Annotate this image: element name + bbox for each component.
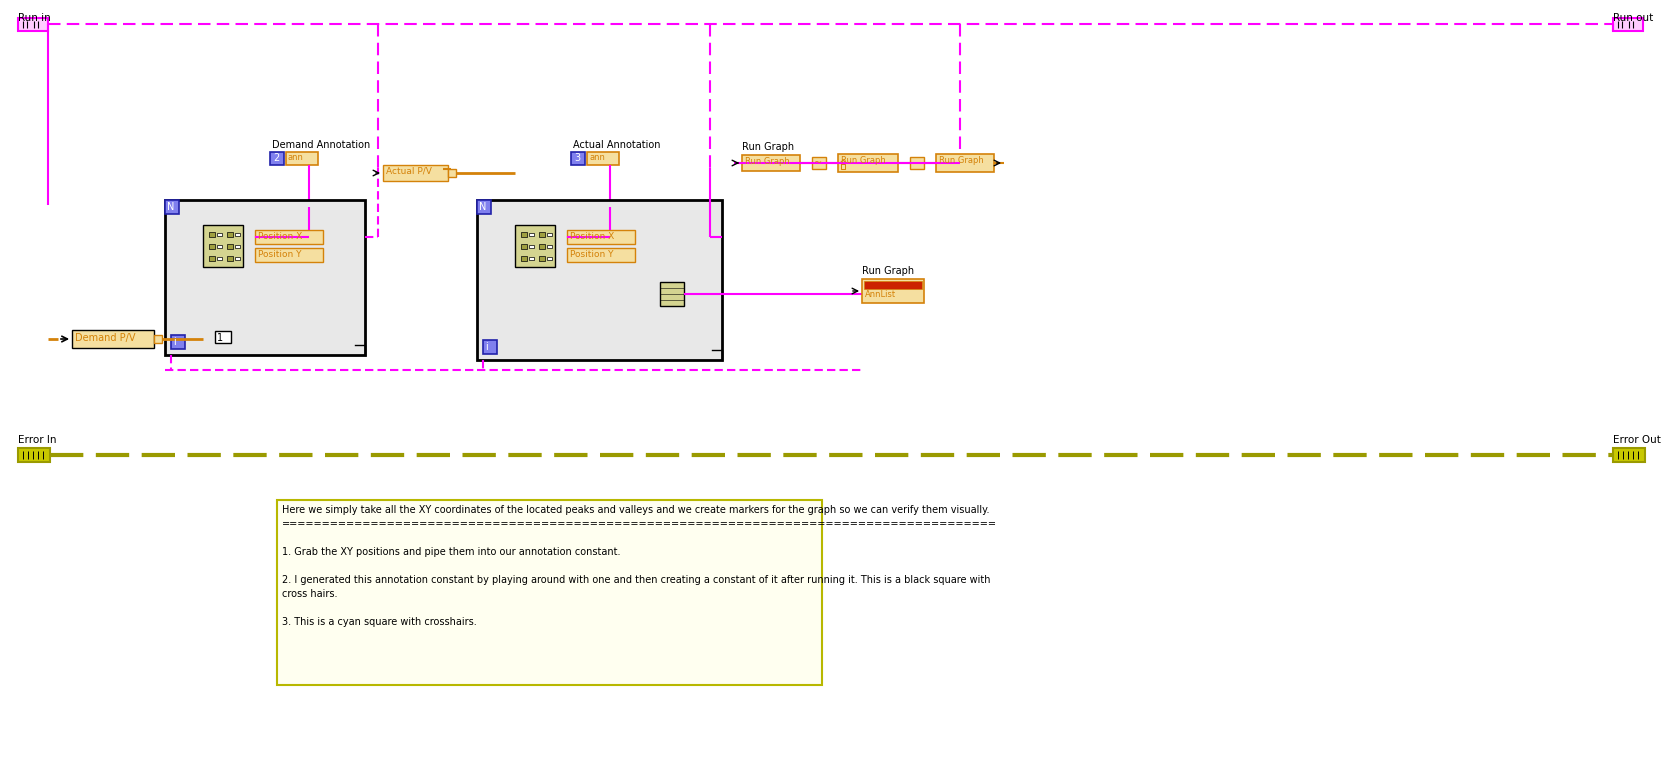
Bar	[234, 257, 239, 260]
Bar	[529, 233, 534, 236]
Text: N: N	[166, 202, 175, 212]
Bar	[521, 256, 527, 261]
Bar	[861, 279, 925, 303]
Bar	[382, 165, 447, 181]
Bar	[547, 257, 552, 260]
Bar	[539, 256, 545, 261]
Bar	[216, 233, 221, 236]
Bar	[482, 340, 497, 354]
Text: Actual P/V: Actual P/V	[386, 167, 432, 176]
Text: i: i	[486, 342, 487, 352]
Bar	[228, 256, 233, 261]
Bar	[587, 152, 619, 165]
Text: Run out: Run out	[1613, 13, 1653, 23]
Bar	[18, 448, 50, 462]
Text: Actual Annotation: Actual Annotation	[574, 140, 660, 150]
Bar	[570, 152, 585, 165]
Text: Position X: Position X	[258, 232, 303, 241]
Bar	[254, 230, 323, 244]
Bar	[286, 152, 318, 165]
Text: i: i	[173, 337, 176, 347]
Text: Run Graph: Run Graph	[940, 156, 984, 165]
Text: Demand P/V: Demand P/V	[75, 333, 135, 343]
Bar	[838, 154, 898, 172]
Text: 2: 2	[273, 153, 279, 163]
Bar	[171, 335, 185, 349]
Text: Run Graph: Run Graph	[841, 156, 886, 165]
Bar	[234, 233, 239, 236]
Bar	[529, 257, 534, 260]
Bar	[567, 230, 635, 244]
Bar	[155, 335, 161, 343]
Bar	[1613, 18, 1643, 31]
Bar	[254, 248, 323, 262]
Bar	[567, 248, 635, 262]
Bar	[447, 169, 456, 177]
Text: ann: ann	[288, 153, 304, 162]
Bar	[910, 157, 925, 169]
Bar	[742, 155, 800, 171]
Bar	[812, 157, 827, 169]
Bar	[228, 232, 233, 237]
Bar	[516, 225, 555, 267]
Bar	[547, 245, 552, 248]
Text: 3: 3	[574, 153, 580, 163]
Bar	[521, 232, 527, 237]
Text: Run Graph: Run Graph	[742, 142, 795, 152]
Bar	[547, 233, 552, 236]
Bar	[210, 256, 215, 261]
Text: ann: ann	[589, 153, 605, 162]
Text: Demand Annotation: Demand Annotation	[273, 140, 371, 150]
Bar	[165, 200, 180, 214]
Bar	[865, 281, 921, 289]
Bar	[539, 232, 545, 237]
Bar	[72, 330, 155, 348]
Bar	[1613, 448, 1645, 462]
Bar	[269, 152, 284, 165]
Bar	[216, 257, 221, 260]
Text: Position Y: Position Y	[570, 250, 614, 259]
Text: AnnList: AnnList	[865, 290, 896, 299]
Bar	[210, 232, 215, 237]
Text: N: N	[479, 202, 486, 212]
Bar	[216, 245, 221, 248]
Bar	[539, 244, 545, 249]
Bar	[234, 245, 239, 248]
Bar	[165, 200, 364, 355]
Bar	[477, 200, 722, 360]
Text: Error In: Error In	[18, 435, 57, 445]
Text: ~: ~	[813, 158, 822, 168]
Text: Error Out: Error Out	[1613, 435, 1661, 445]
Text: 1: 1	[216, 333, 223, 343]
Bar	[278, 500, 822, 685]
Text: Here we simply take all the XY coordinates of the located peaks and valleys and : Here we simply take all the XY coordinat…	[283, 505, 998, 627]
Bar	[936, 154, 994, 172]
Text: Run in: Run in	[18, 13, 52, 23]
Bar	[477, 200, 491, 214]
Text: Position Y: Position Y	[258, 250, 301, 259]
Bar	[203, 225, 243, 267]
Bar	[228, 244, 233, 249]
Text: Run Graph: Run Graph	[861, 266, 915, 276]
Bar	[521, 244, 527, 249]
Text: Position X: Position X	[570, 232, 614, 241]
Text: Run Graph: Run Graph	[745, 157, 790, 166]
Bar	[529, 245, 534, 248]
Bar	[210, 244, 215, 249]
Bar	[18, 18, 48, 31]
Bar	[215, 331, 231, 343]
Bar	[660, 282, 683, 306]
